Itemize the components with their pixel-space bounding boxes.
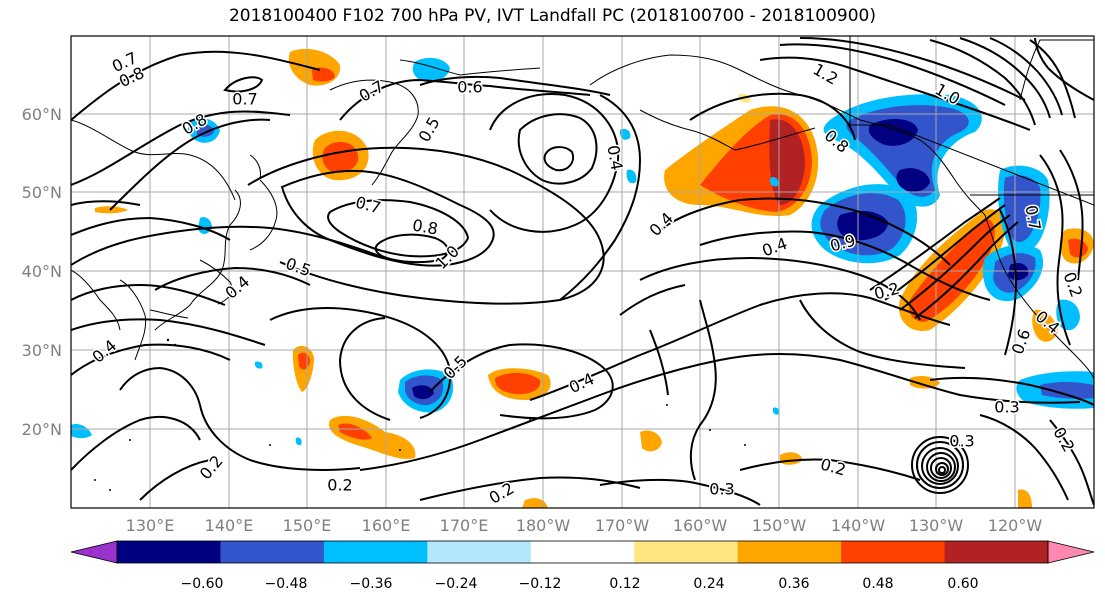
lon-label-140w: 140°W: [831, 516, 886, 535]
lon-label-160w: 160°W: [673, 516, 728, 535]
colorbar-segment: [634, 541, 739, 563]
lat-label-30: 30°N: [22, 341, 62, 360]
cyclone-contours: [911, 436, 969, 494]
cb-label-n048: −0.48: [265, 576, 308, 592]
lat-label-20: 20°N: [22, 420, 62, 439]
colorbar-outline: [116, 540, 1049, 564]
colorbar-segment: [117, 541, 221, 563]
colorbar-segment: [220, 541, 325, 563]
cb-label-p012: 0.12: [609, 576, 640, 592]
contour-label: 0.7: [1021, 204, 1044, 232]
colorbar-segment: [944, 541, 1049, 563]
cb-label-n060: −0.60: [181, 576, 224, 592]
lat-lon-grid: [71, 36, 1094, 508]
cb-label-p060: 0.60: [947, 576, 978, 592]
lon-label-120w: 120°W: [988, 516, 1043, 535]
colorbar-extend-low: [70, 540, 118, 564]
contour-label: 0.3: [994, 398, 1019, 417]
positive-anomaly-shading: [95, 48, 1094, 508]
cb-label-n036: −0.36: [350, 576, 393, 592]
coastline-islands: [94, 338, 746, 491]
longitude-labels: 130°E 140°E 150°E 160°E 170°E 180°W 170°…: [126, 516, 1043, 535]
pv-contours: [71, 37, 1094, 506]
colorbar-extend-high: [1047, 540, 1095, 564]
lat-label-60: 60°N: [22, 105, 62, 124]
lon-label-140e: 140°E: [205, 516, 254, 535]
cb-label-p036: 0.36: [778, 576, 809, 592]
contour-label: 0.3: [949, 432, 974, 451]
lon-label-180w: 180°W: [516, 516, 571, 535]
colorbar-segment: [841, 541, 946, 563]
border-lines: [849, 36, 1094, 206]
lat-label-40: 40°N: [22, 262, 62, 281]
lon-label-130e: 130°E: [126, 516, 175, 535]
colorbar-segment: [427, 541, 532, 563]
cb-label-p024: 0.24: [693, 576, 724, 592]
plot-title: 2018100400 F102 700 hPa PV, IVT Landfall…: [228, 6, 876, 26]
colorbar: [70, 540, 1095, 564]
colorbar-segment: [737, 541, 842, 563]
lon-label-170w: 170°W: [595, 516, 650, 535]
contour-label: 0.7: [232, 90, 257, 109]
latitude-labels: 60°N 50°N 40°N 30°N 20°N: [22, 105, 62, 439]
lat-label-50: 50°N: [22, 183, 62, 202]
colorbar-segment: [530, 541, 635, 563]
cb-label-n024: −0.24: [435, 576, 478, 592]
lon-label-150w: 150°W: [752, 516, 807, 535]
cb-label-p048: 0.48: [862, 576, 893, 592]
lon-label-150e: 150°E: [283, 516, 332, 535]
contour-label: 0.3: [709, 480, 734, 499]
contour-label: 0.6: [457, 78, 482, 97]
contour-label: 0.2: [327, 476, 352, 495]
shading-layer: 0.70.80.80.70.50.60.70.70.81.00.50.40.41…: [71, 36, 1094, 508]
lon-label-130w: 130°W: [909, 516, 964, 535]
lon-label-170e: 170°E: [440, 516, 489, 535]
colorbar-tick-labels: −0.60 −0.48 −0.36 −0.24 −0.12 0.12 0.24 …: [181, 576, 979, 592]
cb-label-n012: −0.12: [519, 576, 562, 592]
lon-label-160e: 160°E: [362, 516, 411, 535]
contour-label: 0.4: [603, 144, 626, 172]
colorbar-segment: [323, 541, 428, 563]
map-frame: [70, 35, 1095, 509]
